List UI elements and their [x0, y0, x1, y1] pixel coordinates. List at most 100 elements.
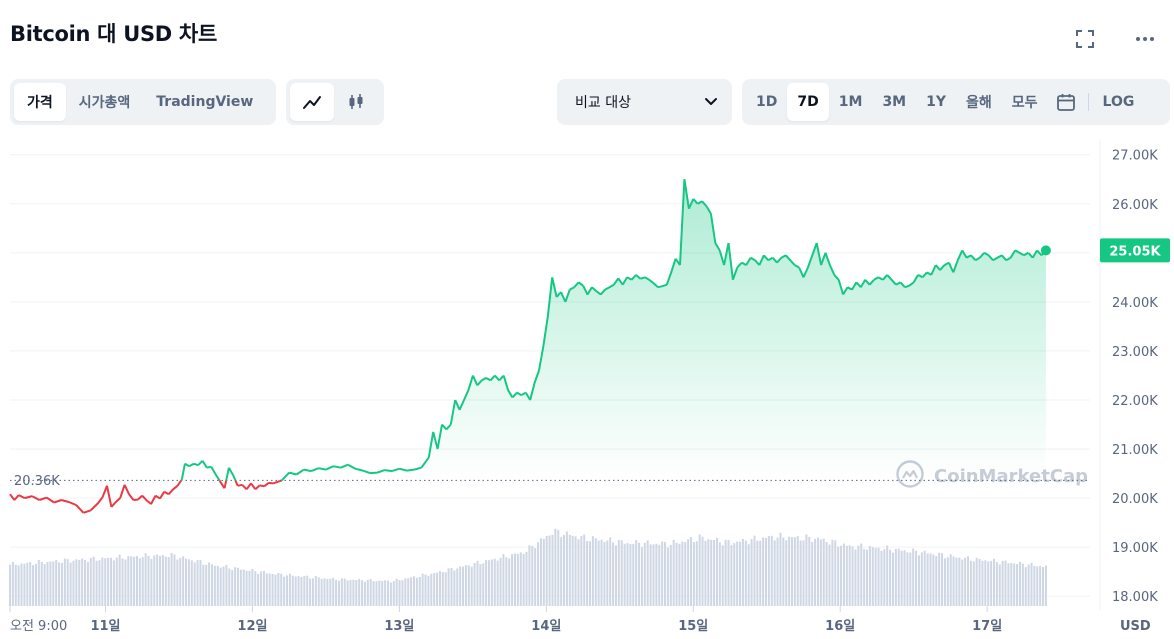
volume-bar-236: [689, 537, 692, 606]
volume-bar-351: [1021, 563, 1024, 606]
volume-bar-231: [675, 542, 678, 606]
range-ytd[interactable]: 올해: [966, 95, 992, 111]
volume-bar-192: [563, 535, 566, 606]
volume-bar-175: [513, 553, 516, 606]
volume-bar-63: [190, 560, 193, 606]
tab-market-cap[interactable]: 시가총액: [78, 95, 131, 111]
volume-bar-244: [713, 539, 716, 606]
tab-price[interactable]: 가격: [14, 83, 66, 121]
volume-bar-223: [652, 544, 655, 606]
volume-bar-173: [508, 558, 511, 606]
volume-bar-93: [277, 572, 280, 606]
volume-bar-344: [1001, 560, 1004, 606]
volume-bar-194: [568, 534, 571, 606]
volume-bar-87: [260, 571, 263, 606]
volume-bar-118: [349, 579, 352, 606]
volume-bar-196: [574, 536, 577, 606]
price-chart[interactable]: CoinMarketCap 20.36K 18.00K19.00K20.00K2…: [0, 140, 1174, 639]
volume-bar-254: [741, 538, 744, 606]
volume-bar-164: [482, 563, 485, 606]
volume-bar-160: [470, 566, 473, 606]
volume-bar-314: [915, 550, 918, 606]
range-all[interactable]: 모두: [1011, 95, 1038, 111]
volume-bar-91: [271, 573, 274, 606]
compare-select[interactable]: 비교 대상: [557, 79, 732, 125]
volume-bar-38: [118, 554, 121, 606]
volume-bar-224: [655, 543, 658, 606]
volume-bar-145: [427, 575, 430, 606]
volume-bar-210: [614, 545, 617, 606]
volume-bar-182: [534, 548, 537, 606]
volume-bar-275: [802, 540, 805, 606]
chart-type-toggle: [286, 79, 384, 125]
volume-bar-303: [883, 549, 886, 606]
data-tabs: 가격 시가총액 TradingView: [10, 79, 276, 125]
volume-bar-62: [187, 559, 190, 606]
volume-bar-306: [891, 552, 894, 606]
range-tabs: 1D 7D 1M 3M 1Y 올해 모두 LOG: [742, 79, 1170, 125]
fullscreen-button[interactable]: [1071, 25, 1099, 53]
volume-bar-203: [594, 538, 597, 606]
range-1m[interactable]: 1M: [838, 94, 863, 110]
candlestick-button[interactable]: [334, 83, 378, 121]
volume-bar-131: [387, 580, 390, 606]
x-axis: 오전 9:00 11일 12일 13일 14일 15일 16일 17일 USD: [9, 606, 1151, 634]
line-chart-button[interactable]: [290, 83, 334, 121]
volume-bar-37: [115, 557, 118, 606]
current-price-label: 25.05K: [1109, 244, 1161, 259]
volume-bar-289: [842, 543, 845, 606]
volume-bar-111: [329, 578, 332, 606]
volume-bar-48: [147, 555, 150, 606]
volume-bar-308: [897, 548, 900, 606]
volume-bar-201: [588, 541, 591, 606]
tab-tradingview[interactable]: TradingView: [156, 94, 254, 110]
volume-bar-327: [952, 556, 955, 606]
volume-bar-150: [441, 572, 444, 606]
range-7d[interactable]: 7D: [787, 83, 829, 121]
volume-bar-206: [603, 542, 606, 606]
volume-bar-82: [245, 570, 248, 606]
volume-bar-39: [121, 558, 124, 606]
y-tick-label-5: 23.00K: [1112, 345, 1158, 360]
volume-bar-316: [920, 552, 923, 606]
volume-bar-12: [43, 564, 46, 606]
volume-bar-153: [450, 567, 453, 606]
volume-bar-276: [805, 534, 808, 606]
volume-bar-14: [49, 561, 52, 606]
volume-bar-296: [863, 549, 866, 606]
compare-select-label: 비교 대상: [575, 95, 631, 111]
volume-bar-252: [736, 541, 739, 606]
volume-bar-68: [205, 564, 208, 606]
volume-bar-73: [219, 567, 222, 606]
volume-bar-199: [583, 534, 586, 606]
volume-bar-180: [528, 545, 531, 606]
range-3m[interactable]: 3M: [882, 94, 907, 110]
volume-bar-79: [236, 567, 239, 606]
volume-bar-190: [557, 529, 560, 606]
range-1y[interactable]: 1Y: [926, 94, 947, 110]
volume-bar-329: [958, 557, 961, 606]
volume-bar-5: [23, 563, 26, 606]
volume-bar-56: [170, 552, 173, 606]
volume-bar-340: [990, 560, 993, 606]
more-button[interactable]: [1131, 25, 1159, 53]
volume-bar-46: [141, 557, 144, 606]
log-scale-toggle[interactable]: LOG: [1102, 94, 1135, 110]
volume-bar-214: [626, 543, 629, 606]
volume-bar-40: [124, 559, 127, 606]
volume-bar-170: [499, 557, 502, 606]
volume-bar-251: [733, 543, 736, 606]
volume-bar-122: [361, 580, 364, 606]
volume-bar-155: [456, 568, 459, 606]
volume-bar-151: [444, 572, 447, 606]
x-tick-label-1: 11일: [90, 619, 120, 634]
volume-bar-120: [355, 580, 358, 606]
volume-bar-124: [366, 579, 369, 606]
volume-bar-265: [773, 540, 776, 606]
volume-bar-250: [730, 544, 733, 606]
volume-bar-321: [935, 556, 938, 606]
volume-bar-270: [788, 536, 791, 606]
range-1d[interactable]: 1D: [756, 94, 778, 110]
calendar-button[interactable]: [1048, 83, 1084, 121]
volume-bar-277: [808, 537, 811, 606]
